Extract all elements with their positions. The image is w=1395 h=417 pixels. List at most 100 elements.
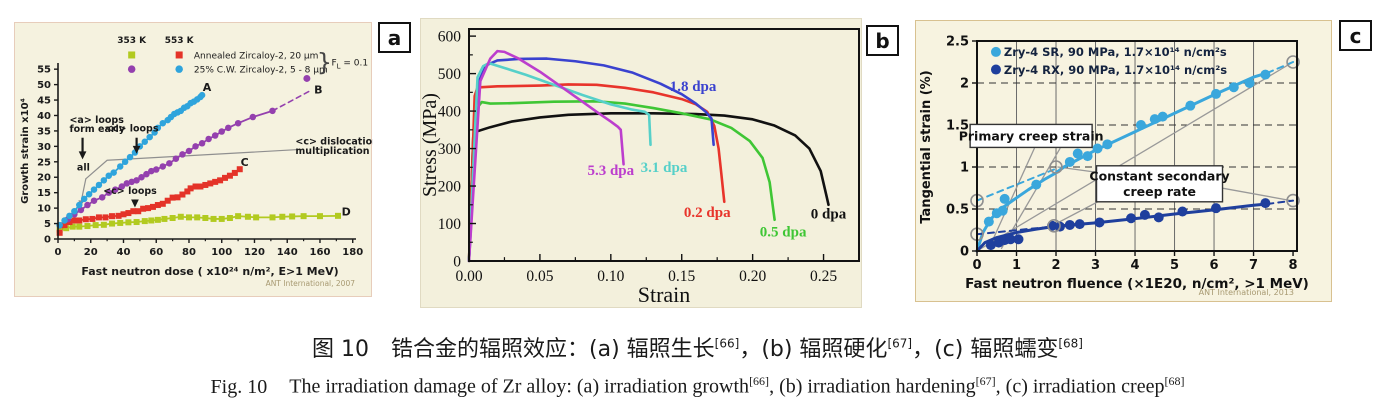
svg-text:160: 160: [310, 247, 331, 258]
svg-text:500: 500: [438, 66, 462, 83]
caption-zh-text-3: ，(c) 辐照蠕变: [912, 337, 1059, 362]
svg-text:0: 0: [55, 247, 62, 258]
svg-text:FL = 0.1: FL = 0.1: [331, 58, 368, 70]
svg-text:25% C.W. Zircaloy-2, 5 - 8 μm: 25% C.W. Zircaloy-2, 5 - 8 μm: [194, 66, 328, 76]
caption-en-text-1: The irradiation damage of Zr alloy: (a) …: [289, 375, 750, 398]
svg-text:6: 6: [1210, 258, 1219, 273]
svg-text:1: 1: [1012, 258, 1021, 273]
svg-text:50: 50: [37, 80, 51, 91]
svg-text:Fast neutron dose ( x10²⁴ n/m²: Fast neutron dose ( x10²⁴ n/m², E>1 MeV): [81, 265, 338, 278]
svg-text:Strain: Strain: [638, 282, 691, 307]
svg-text:0.00: 0.00: [455, 268, 482, 285]
svg-text:Stress (MPa): Stress (MPa): [421, 93, 441, 197]
svg-text:<c> loops: <c> loops: [103, 186, 157, 197]
svg-text:353 K: 353 K: [117, 36, 147, 46]
svg-text:Primary creep strain: Primary creep strain: [959, 128, 1104, 143]
reference-67-zh: [67]: [887, 336, 913, 351]
svg-text:0.5 dpa: 0.5 dpa: [760, 224, 807, 240]
panel-label-c: c: [1339, 20, 1372, 51]
svg-text:180: 180: [342, 247, 363, 258]
svg-text:Zry-4 SR, 90 MPa, 1.7×10¹⁴ n/c: Zry-4 SR, 90 MPa, 1.7×10¹⁴ n/cm²s: [1004, 45, 1227, 59]
svg-text:0.25: 0.25: [810, 268, 837, 285]
caption-chinese: 图 10 锆合金的辐照效应：(a) 辐照生长[66]，(b) 辐照硬化[67]，(…: [0, 331, 1395, 363]
svg-text:<c> loops: <c> loops: [105, 124, 159, 135]
reference-67-en: [67]: [975, 374, 996, 388]
svg-text:B: B: [314, 83, 322, 96]
svg-text:Constant secondary: Constant secondary: [1089, 169, 1229, 184]
svg-text:0.10: 0.10: [597, 268, 624, 285]
panel-label-b: b: [866, 25, 899, 56]
svg-text:1.8 dpa: 1.8 dpa: [670, 79, 717, 95]
svg-text:5.3 dpa: 5.3 dpa: [587, 163, 634, 179]
svg-text:20: 20: [84, 247, 98, 258]
svg-text:600: 600: [438, 29, 462, 46]
svg-text:Annealed Zircaloy-2, 20 μm: Annealed Zircaloy-2, 20 μm: [194, 51, 319, 61]
reference-66-zh: [66]: [714, 336, 740, 351]
figure-number-zh: 图 10: [312, 337, 370, 362]
svg-text:35: 35: [37, 126, 51, 137]
svg-text:Growth strain x10⁴: Growth strain x10⁴: [20, 98, 31, 204]
svg-text:40: 40: [117, 247, 131, 258]
svg-text:ANT International, 2007: ANT International, 2007: [266, 279, 356, 288]
svg-text:Tangential strain (%): Tangential strain (%): [919, 70, 934, 223]
svg-text:<c> dislocation: <c> dislocation: [295, 137, 373, 148]
svg-text:5: 5: [44, 219, 51, 230]
irradiation-growth-chart-panel: 0 20 40 60 80 100 120 140 160 180 0 5 10 15 20 25 30 35 40…: [14, 22, 373, 297]
svg-text:100: 100: [211, 247, 232, 258]
svg-text:400: 400: [438, 104, 462, 121]
svg-text:200: 200: [438, 178, 462, 195]
svg-text:30: 30: [37, 142, 51, 153]
svg-text:0.5: 0.5: [946, 203, 969, 218]
svg-text:0: 0: [972, 258, 981, 273]
svg-text:300: 300: [438, 141, 462, 158]
svg-text:Zry-4 RX, 90 MPa, 1.7×10¹⁴ n/c: Zry-4 RX, 90 MPa, 1.7×10¹⁴ n/cm²s: [1004, 63, 1227, 77]
svg-text:D: D: [342, 206, 351, 219]
caption-zh-text-1: 锆合金的辐照效应：(a) 辐照生长: [391, 337, 715, 362]
panel-label-a: a: [378, 22, 411, 53]
svg-text:C: C: [241, 156, 249, 169]
svg-text:3: 3: [1091, 258, 1100, 273]
svg-text:0.2 dpa: 0.2 dpa: [684, 205, 731, 221]
svg-text:40: 40: [37, 111, 51, 122]
svg-text:0.05: 0.05: [526, 268, 553, 285]
svg-text:3.1 dpa: 3.1 dpa: [641, 160, 688, 176]
figure-number-en: Fig. 10: [210, 375, 268, 398]
svg-text:100: 100: [438, 216, 462, 233]
svg-text:0: 0: [44, 235, 51, 246]
reference-68-zh: [68]: [1058, 336, 1083, 351]
svg-text:25: 25: [37, 157, 51, 168]
svg-text:8: 8: [1289, 258, 1298, 273]
svg-text:10: 10: [37, 204, 51, 215]
svg-text:}: }: [317, 48, 332, 76]
svg-text:45: 45: [37, 96, 51, 107]
svg-text:0.20: 0.20: [739, 268, 766, 285]
svg-text:form early: form early: [69, 124, 125, 135]
svg-text:1: 1: [960, 161, 969, 176]
irradiation-growth-chart: 0 20 40 60 80 100 120 140 160 180 0 5 10 15 20 25 30 35 40…: [20, 36, 373, 288]
svg-text:80: 80: [182, 247, 196, 258]
svg-text:A: A: [203, 81, 212, 94]
caption-en-text-3: , (c) irradiation creep: [995, 375, 1165, 398]
irradiation-hardening-chart-panel: 0.00 0.05 0.10 0.15 0.20 0.25 0 100 200 300 400 500…: [420, 18, 862, 308]
svg-text:2: 2: [960, 77, 969, 92]
svg-text:20: 20: [37, 173, 51, 184]
svg-text:0: 0: [960, 245, 969, 260]
svg-text:15: 15: [37, 188, 51, 199]
caption-english: Fig. 10 The irradiation damage of Zr allo…: [0, 374, 1395, 399]
svg-text:120: 120: [244, 247, 265, 258]
svg-text:60: 60: [149, 247, 163, 258]
svg-text:7: 7: [1249, 258, 1258, 273]
caption-en-text-2: , (b) irradiation hardening: [769, 375, 976, 398]
svg-text:0.15: 0.15: [668, 268, 695, 285]
svg-text:creep rate: creep rate: [1123, 184, 1196, 199]
svg-text:1.5: 1.5: [946, 119, 969, 134]
svg-text:ANT International, 2013: ANT International, 2013: [1199, 288, 1294, 297]
svg-text:all: all: [77, 162, 90, 173]
svg-text:553 K: 553 K: [165, 36, 195, 46]
reference-66-en: [66]: [749, 374, 770, 388]
reference-68-en: [68]: [1164, 374, 1185, 388]
svg-text:multiplication: multiplication: [295, 146, 369, 157]
irradiation-creep-chart: 0 1 2 3 4 5 6 7 8 0 0.5 1 1.5 2 2.5 Zry-4 SR, 90 MPa, 1…: [919, 35, 1309, 297]
caption-zh-text-2: ，(b) 辐照硬化: [739, 337, 888, 362]
